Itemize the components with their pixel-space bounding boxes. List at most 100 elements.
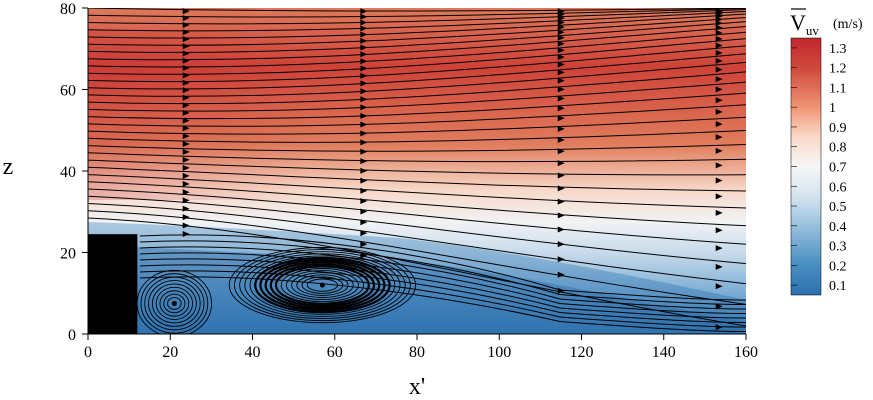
- streamline-arrow: [360, 72, 368, 79]
- streamline-arrow: [182, 72, 190, 79]
- streamline: [88, 203, 746, 285]
- streamline-arrow: [557, 69, 565, 76]
- vortex-streamline: [264, 261, 381, 310]
- streamline: [88, 116, 746, 135]
- streamline-arrow: [182, 117, 190, 124]
- streamline-arrow: [360, 51, 368, 58]
- colorbar-tick-label: 0.4: [829, 220, 847, 235]
- y-tick-label: 40: [60, 164, 76, 181]
- recirculation-vortices: [136, 247, 417, 334]
- x-axis-label: x': [409, 374, 425, 400]
- streamline-arrow: [360, 130, 368, 137]
- colorbar-ticks: 0.1 0.2 0.3 0.4 0.5 0.6 0.7 0.8 0.9 1 1.1 1.2 1.3: [791, 42, 847, 294]
- building-obstacle: [88, 234, 138, 334]
- streamline: [88, 26, 746, 61]
- streamline-arrow: [715, 162, 723, 169]
- y-tick-label: 80: [60, 1, 76, 18]
- colorbar-tick-label: 1: [829, 101, 836, 116]
- colorbar-tick-label: 0.2: [829, 259, 847, 274]
- streamline-arrow: [182, 36, 190, 43]
- wake-streamline: [139, 252, 746, 314]
- streamline-arrow: [182, 230, 190, 237]
- vortex-streamline: [159, 290, 190, 317]
- streamline-arrow: [360, 31, 368, 38]
- streamline-arrow: [557, 256, 565, 263]
- streamline-arrow: [360, 80, 368, 87]
- streamline-arrow: [360, 25, 368, 32]
- vortex-streamline: [301, 276, 344, 294]
- streamline-arrow: [360, 252, 368, 259]
- streamline-arrow: [360, 88, 368, 95]
- streamline: [88, 188, 746, 245]
- streamline-arrow: [182, 94, 190, 101]
- streamline-arrow: [182, 8, 190, 15]
- streamline: [88, 13, 746, 39]
- wake-streamline: [139, 270, 746, 328]
- y-axis-label: z: [3, 154, 14, 180]
- y-tick-label: 0: [68, 327, 76, 344]
- x-tick-label: 120: [570, 344, 594, 361]
- streamline-arrow: [182, 181, 190, 188]
- vortex-streamline: [144, 276, 205, 331]
- streamline-arrow: [557, 136, 565, 143]
- streamline-arrow: [182, 102, 190, 109]
- wake-streamline: [139, 246, 746, 310]
- streamline-arrow: [715, 227, 723, 234]
- streamline-arrow: [715, 108, 723, 115]
- colorbar-tick-label: 0.7: [829, 161, 847, 176]
- vortex-streamline: [155, 286, 194, 320]
- streamline-arrow: [360, 112, 368, 119]
- streamline-arrow: [715, 49, 723, 56]
- streamline-arrow: [557, 198, 565, 205]
- x-tick-label: 20: [162, 344, 178, 361]
- streamline-arrow: [182, 87, 190, 94]
- colorbar-tick-label: 0.9: [829, 121, 847, 136]
- streamline-arrow: [557, 241, 565, 248]
- streamline-arrow: [182, 156, 190, 163]
- streamline-arrow: [715, 209, 723, 216]
- wake-streamline: [139, 240, 746, 305]
- streamline: [88, 166, 746, 192]
- streamline: [88, 144, 746, 152]
- streamline: [88, 181, 746, 227]
- streamline-arrow: [360, 177, 368, 184]
- colorbar-tick-label: 1.3: [829, 42, 847, 57]
- streamline-arrow: [360, 219, 368, 226]
- colorbar: Vuv (m/s) 0.1 0.2 0.3 0.4 0.5 0.6 0.7 0.8 0.9 1 1.…: [790, 8, 863, 296]
- streamline-arrow: [557, 105, 565, 112]
- x-tick-label: 140: [652, 344, 676, 361]
- streamline-arrow: [715, 263, 723, 270]
- streamline-arrow: [715, 193, 723, 200]
- streamline: [88, 45, 746, 83]
- streamline-arrow: [182, 125, 190, 132]
- streamlines: [88, 8, 746, 332]
- streamline-arrow: [557, 185, 565, 192]
- streamline: [88, 38, 746, 75]
- streamline-arrow: [182, 50, 190, 57]
- streamline-arrow: [557, 34, 565, 41]
- streamline-arrow: [182, 214, 190, 221]
- streamline-arrow: [557, 40, 565, 47]
- streamline-arrow: [715, 283, 723, 290]
- x-tick-label: 80: [409, 344, 425, 361]
- streamline-arrow: [557, 287, 565, 294]
- streamline-arrow: [557, 125, 565, 132]
- colorbar-unit: (m/s): [833, 17, 863, 32]
- streamline: [88, 130, 746, 143]
- vortex-streamline: [140, 273, 209, 334]
- streamline-arrow: [182, 29, 190, 36]
- streamline-arrow: [557, 24, 565, 31]
- streamline: [88, 217, 746, 327]
- streamline-arrow: [360, 230, 368, 237]
- streamline-arrow: [182, 43, 190, 50]
- x-tick-label: 100: [487, 344, 511, 361]
- streamline-arrow: [182, 133, 190, 140]
- streamline-arrow: [360, 139, 368, 146]
- x-tick-label: 0: [84, 344, 92, 361]
- streamline-arrow: [360, 96, 368, 103]
- vortex-center: [171, 300, 177, 306]
- streamline-arrow: [557, 148, 565, 155]
- streamline-arrow: [360, 104, 368, 111]
- streamline-arrow: [360, 158, 368, 165]
